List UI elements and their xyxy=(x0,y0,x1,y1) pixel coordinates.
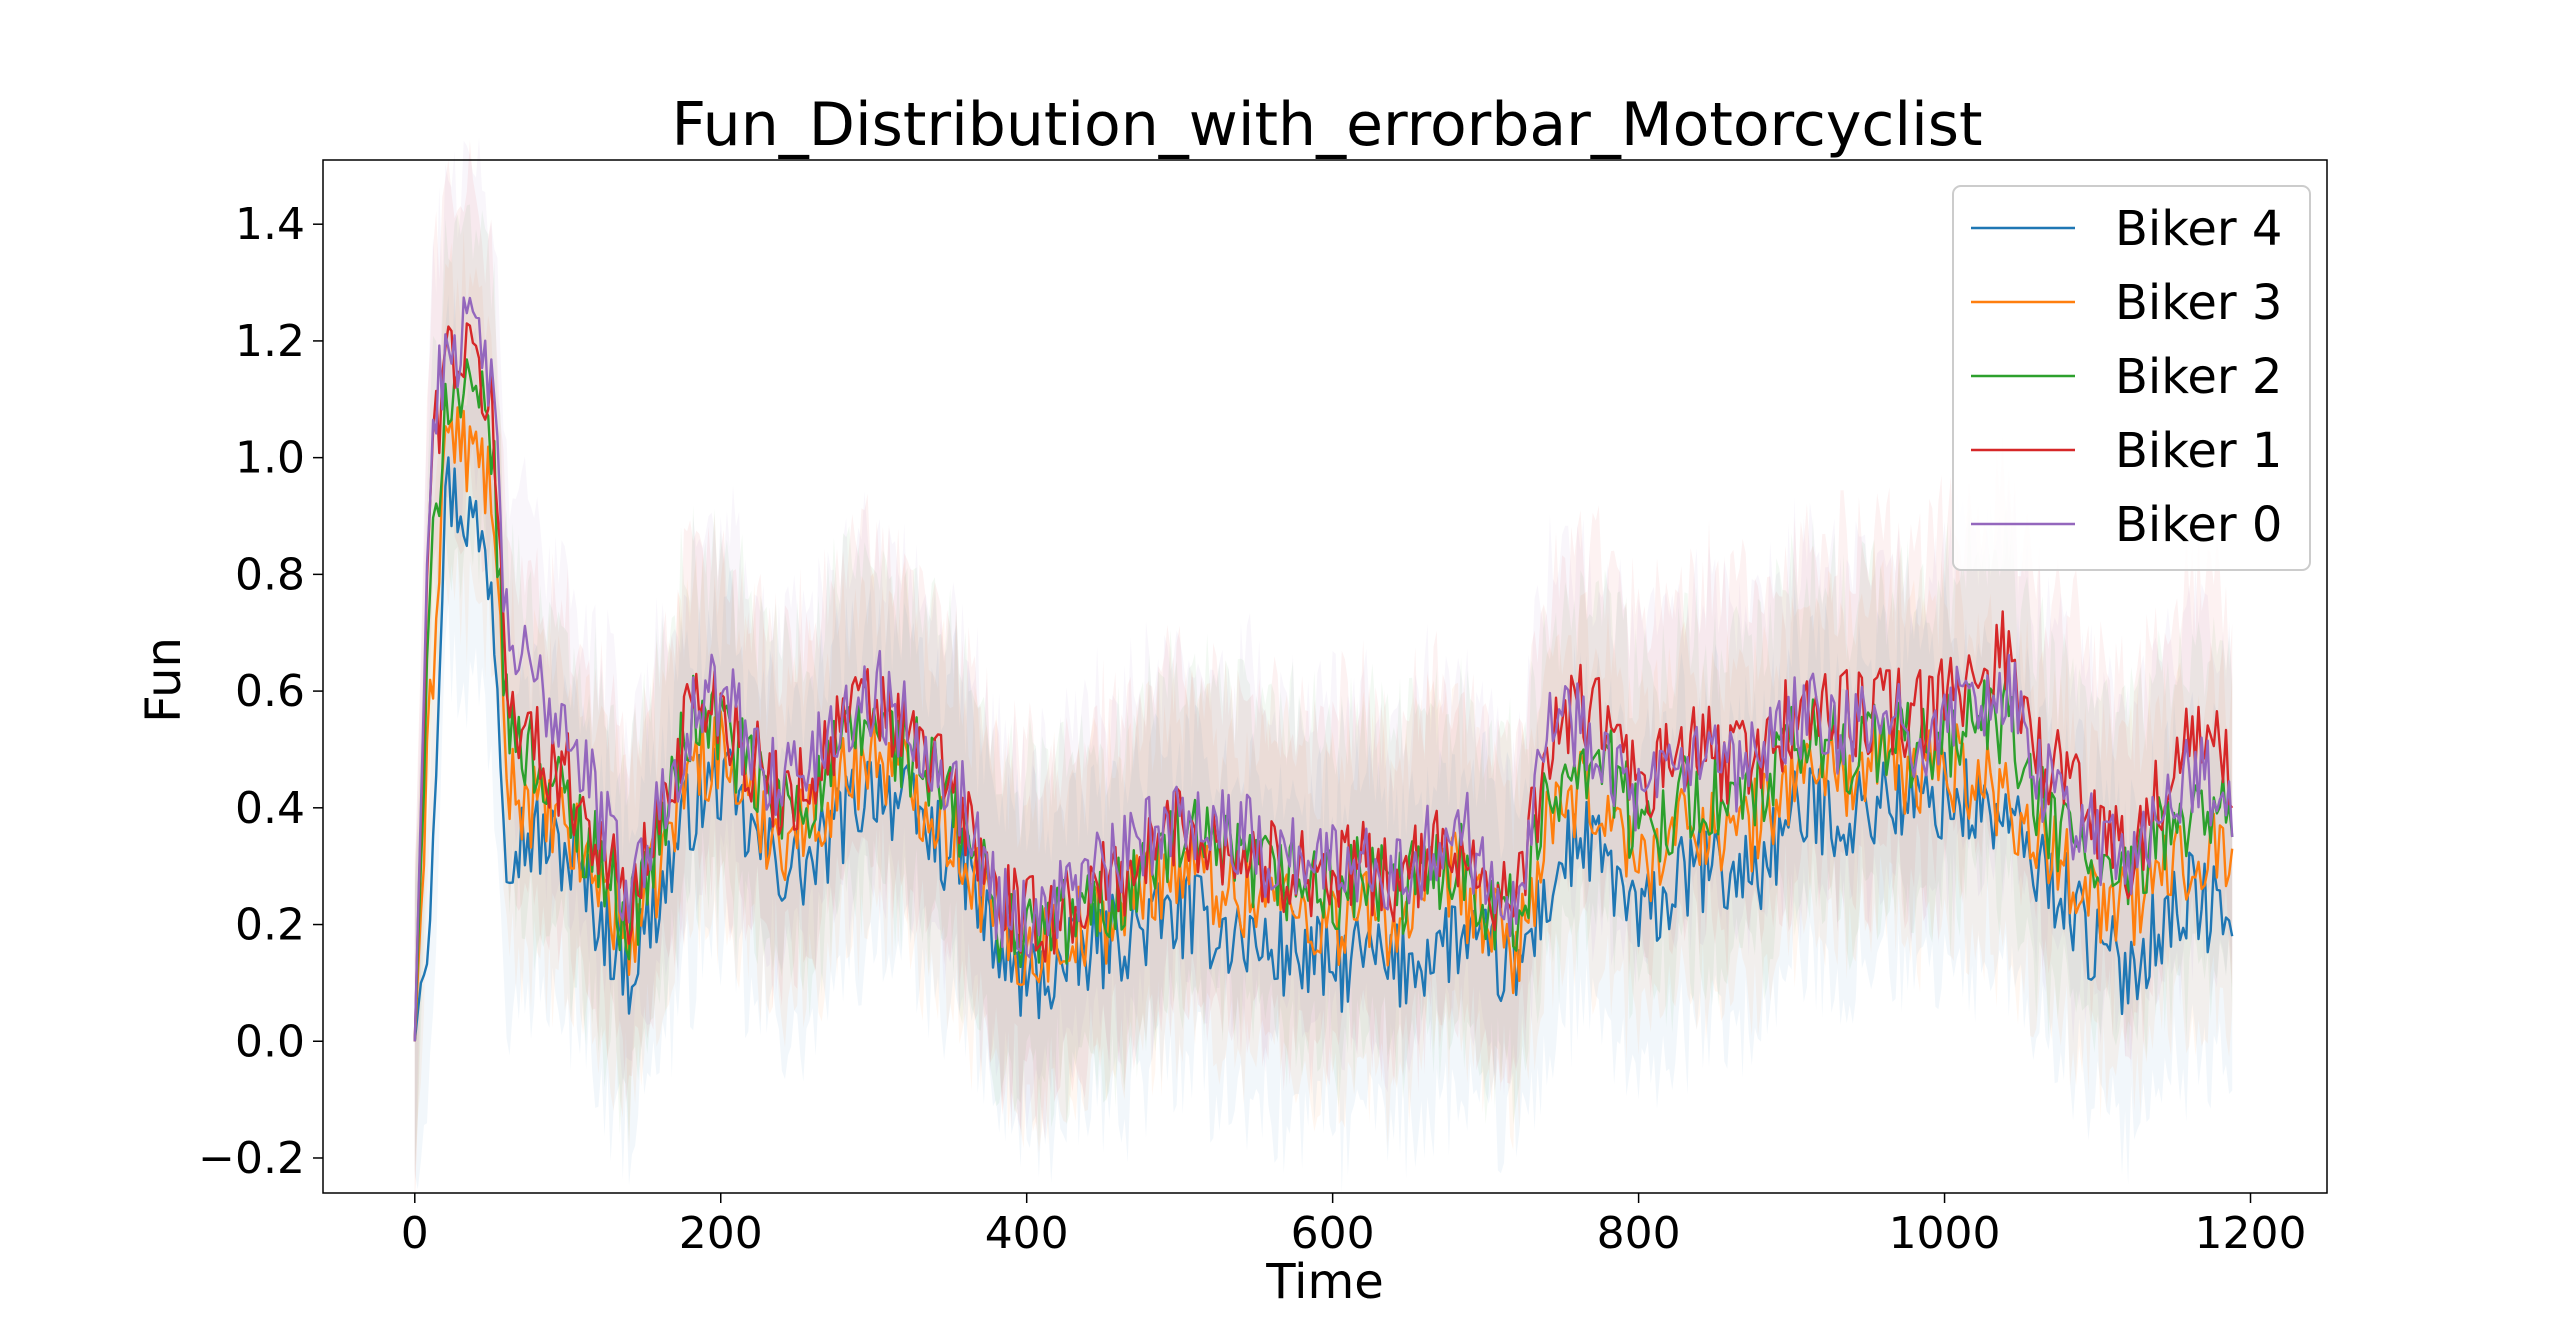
y-tick-label: 0.8 xyxy=(235,549,305,600)
x-axis-label: Time xyxy=(1265,1254,1383,1310)
series-lines xyxy=(413,296,2234,1042)
x-tick-label: 400 xyxy=(985,1208,1069,1259)
legend-label: Biker 2 xyxy=(2115,349,2282,405)
x-tick-label: 800 xyxy=(1597,1208,1681,1259)
y-tick-label: 1.0 xyxy=(235,433,305,484)
x-tick-label: 1000 xyxy=(1889,1208,2001,1259)
x-tick-label: 200 xyxy=(679,1208,763,1259)
y-tick-label: 0.4 xyxy=(235,783,305,834)
legend-label: Biker 0 xyxy=(2115,497,2282,553)
x-tick-label: 600 xyxy=(1291,1208,1375,1259)
x-tick-label: 1200 xyxy=(2195,1208,2307,1259)
y-tick-label: 0.2 xyxy=(235,900,305,951)
x-tick-label: 0 xyxy=(401,1208,429,1259)
series-line xyxy=(413,296,2234,1042)
legend-box xyxy=(1952,185,2311,571)
y-tick-label: 1.4 xyxy=(235,199,305,250)
legend-label: Biker 4 xyxy=(2115,201,2282,257)
y-tick-label: 0.0 xyxy=(235,1016,305,1067)
x-axis: 0 200 400 600 800 1000 1200 xyxy=(401,1193,2307,1259)
y-tick-label: 1.2 xyxy=(235,316,305,367)
error-band xyxy=(414,230,2233,1203)
legend-label: Biker 1 xyxy=(2115,423,2282,479)
y-axis: −0.2 0.0 0.2 0.4 0.6 0.8 1.0 1.2 1.4 xyxy=(198,199,323,1184)
error-band xyxy=(414,137,2233,1173)
plot-frame xyxy=(322,159,2328,1194)
y-tick-label: −0.2 xyxy=(198,1133,305,1184)
error-band xyxy=(414,285,2233,1194)
series-line xyxy=(413,322,2234,1042)
legend: Biker 4 Biker 3 Biker 2 Biker 1 Biker 0 xyxy=(1952,185,2311,571)
y-tick-label: 0.6 xyxy=(235,666,305,717)
y-axis-label: Fun xyxy=(136,637,192,723)
series-line xyxy=(413,456,2234,1042)
chart-title: Fun_Distribution_with_errorbar_Motorcycl… xyxy=(671,90,1982,160)
legend-label: Biker 3 xyxy=(2115,275,2282,331)
